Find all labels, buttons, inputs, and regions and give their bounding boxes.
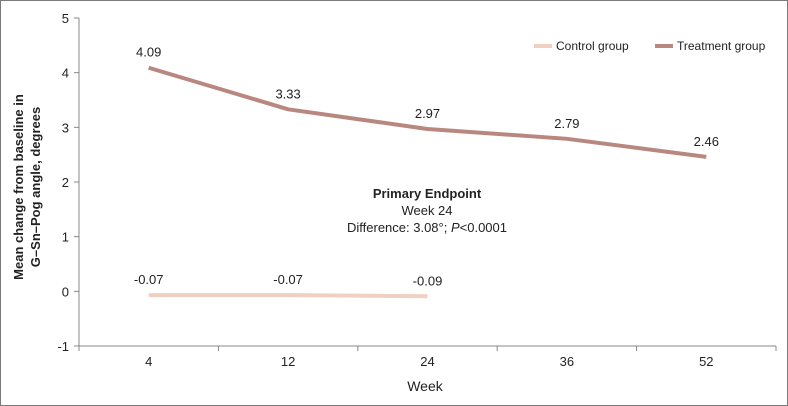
annotation: Primary Endpoint Week 24 Difference: 3.0… — [347, 186, 507, 235]
y-ticks: -1 0 1 2 3 4 5 — [57, 11, 79, 354]
series-lines — [148, 65, 707, 299]
y-tick-label: 2 — [62, 175, 69, 190]
y-tick-label: 3 — [62, 120, 69, 135]
data-label: 3.33 — [275, 86, 300, 101]
data-labels: -0.07 -0.07 -0.09 4.09 3.33 2.97 2.79 2.46 — [134, 45, 719, 289]
data-label: 2.79 — [554, 116, 579, 131]
annotation-p-value: <0.0001 — [460, 220, 507, 235]
y-axis-title-line2: G–Sn–Pog angle, degrees — [28, 107, 43, 267]
data-label: 2.46 — [694, 134, 719, 149]
x-axis-title: Week — [407, 378, 444, 394]
annotation-difference: Difference: 3.08°; P<0.0001 — [347, 220, 507, 235]
y-axis-title-line1: Mean change from baseline in — [11, 94, 26, 280]
data-label: -0.09 — [413, 273, 443, 288]
annotation-week: Week 24 — [401, 203, 452, 218]
legend-label-control: Control group — [556, 39, 629, 53]
legend-label-treatment: Treatment group — [677, 39, 766, 53]
data-label: 4.09 — [136, 45, 161, 60]
annotation-p-italic: P — [451, 220, 460, 235]
y-tick-label: 4 — [62, 66, 69, 81]
y-tick-label: 0 — [62, 284, 69, 299]
legend: Control group Treatment group — [534, 39, 766, 53]
y-tick-label: 5 — [62, 11, 69, 26]
x-ticks: 4 12 24 36 52 — [78, 346, 777, 369]
x-tick-label: 12 — [281, 354, 295, 369]
x-tick-label: 52 — [699, 354, 713, 369]
data-label: -0.07 — [273, 272, 303, 287]
annotation-difference-prefix: Difference: 3.08°; — [347, 220, 451, 235]
annotation-title: Primary Endpoint — [373, 186, 482, 201]
y-tick-label: 1 — [62, 230, 69, 245]
series-line-control — [148, 293, 428, 299]
x-tick-label: 36 — [560, 354, 574, 369]
y-tick-label: -1 — [57, 339, 69, 354]
data-label: 2.97 — [415, 106, 440, 121]
data-label: -0.07 — [134, 272, 164, 287]
x-tick-label: 4 — [145, 354, 152, 369]
x-tick-label: 24 — [420, 354, 434, 369]
